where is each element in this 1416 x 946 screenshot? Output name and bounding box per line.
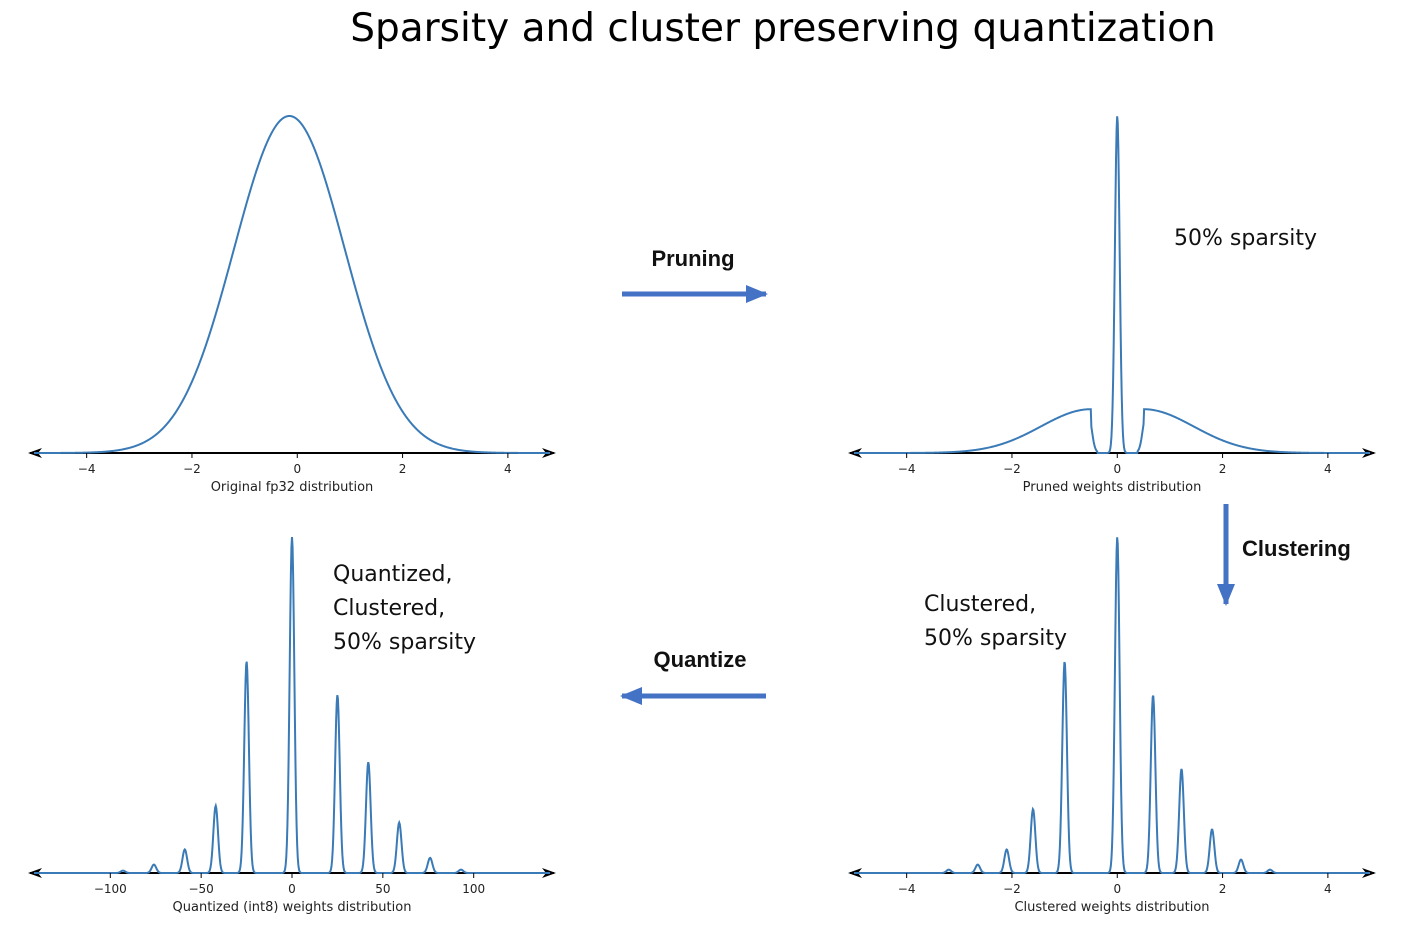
panel-original-distribution: −4 −2 0 2 4 Original fp32 distribution bbox=[28, 114, 556, 495]
x-tick-label: −4 bbox=[78, 462, 96, 476]
x-tick-label: 50 bbox=[375, 882, 390, 896]
sparsity-annotation: Clustered, bbox=[924, 592, 1036, 617]
sparsity-annotation: Quantized, bbox=[333, 562, 452, 587]
quantize-label: Quantize bbox=[654, 647, 747, 672]
panel-pruned-distribution: −4 −2 0 2 4 Pruned weights distribution 50% sp… bbox=[848, 116, 1376, 495]
sparsity-annotation: 50% sparsity bbox=[1174, 226, 1317, 251]
x-tick-label: 0 bbox=[1113, 462, 1121, 476]
x-tick-label: 0 bbox=[293, 462, 301, 476]
density-curve bbox=[854, 116, 1370, 454]
x-axis-label: Original fp32 distribution bbox=[211, 480, 374, 495]
density-curve bbox=[34, 536, 550, 874]
x-tick-label: 4 bbox=[1324, 462, 1332, 476]
x-tick-label: −2 bbox=[183, 462, 201, 476]
clustering-label: Clustering bbox=[1242, 536, 1351, 561]
panel-quantized-distribution: −100 −50 0 50 100 Quantized (int8) weights di… bbox=[28, 536, 556, 915]
x-tick-label: 0 bbox=[288, 882, 296, 896]
density-curve bbox=[854, 537, 1370, 874]
pruning-label: Pruning bbox=[651, 246, 734, 271]
x-tick-label: 2 bbox=[1219, 462, 1227, 476]
page-title: Sparsity and cluster preserving quantiza… bbox=[350, 6, 1216, 51]
x-tick-label: 4 bbox=[504, 462, 512, 476]
sparsity-annotation: 50% sparsity bbox=[924, 626, 1067, 651]
sparsity-annotation: 50% sparsity bbox=[333, 630, 476, 655]
density-curve bbox=[34, 114, 550, 454]
x-tick-label: −50 bbox=[188, 882, 213, 896]
x-tick-label: −2 bbox=[1003, 882, 1021, 896]
x-tick-label: 100 bbox=[462, 882, 485, 896]
pruning-step: Pruning bbox=[622, 246, 768, 303]
sparsity-annotation: Clustered, bbox=[333, 596, 445, 621]
x-tick-label: 2 bbox=[1219, 882, 1227, 896]
quantize-step: Quantize bbox=[620, 647, 766, 705]
panel-clustered-distribution: −4 −2 0 2 4 Clustered weights distribution Clu… bbox=[848, 536, 1376, 915]
x-tick-label: −2 bbox=[1003, 462, 1021, 476]
x-tick-label: −100 bbox=[94, 882, 127, 896]
x-tick-label: 0 bbox=[1113, 882, 1121, 896]
x-tick-label: 2 bbox=[399, 462, 407, 476]
x-axis-label: Clustered weights distribution bbox=[1014, 900, 1209, 915]
x-axis-label: Quantized (int8) weights distribution bbox=[173, 900, 412, 915]
x-tick-label: 4 bbox=[1324, 882, 1332, 896]
x-tick-label: −4 bbox=[898, 462, 916, 476]
clustering-step: Clustering bbox=[1217, 504, 1351, 606]
x-tick-label: −4 bbox=[898, 882, 916, 896]
x-axis-label: Pruned weights distribution bbox=[1023, 480, 1202, 495]
